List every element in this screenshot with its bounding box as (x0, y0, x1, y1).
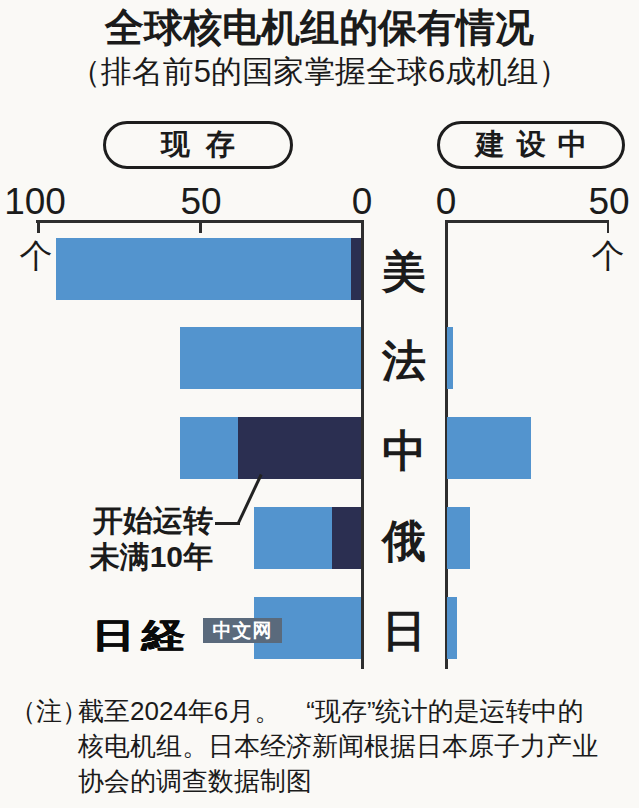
country-label-俄: 俄 (382, 512, 426, 571)
recent-segment-中 (238, 417, 361, 479)
chart-title: 全球核电机组的保有情况 (0, 1, 639, 55)
legend-existing-pill: 现存 (103, 121, 293, 169)
footnote-line1: 截至2024年6月。 “现存”统计的是运转中的 (78, 694, 630, 729)
axis-tick-label: 100 (4, 181, 66, 223)
nikkei-logo-suffix: 中文网 (203, 618, 282, 643)
recent-segment-美 (351, 238, 361, 300)
logo-suffix-text: 中文网 (213, 618, 273, 644)
axis-tick-label: 50 (180, 181, 221, 223)
right-axis-line (445, 220, 609, 223)
legend-construction-pill: 建设中 (437, 121, 625, 169)
nikkei-logo: 日経 (92, 613, 192, 659)
construction-bar-日 (447, 597, 457, 659)
country-label-法: 法 (382, 332, 426, 391)
recent-segment-俄 (332, 507, 361, 569)
axis-unit-label: 个 (592, 234, 625, 279)
existing-bar-俄 (254, 507, 361, 569)
legend-existing-label: 现存 (145, 125, 251, 165)
footnote-line3: 协会的调查数据制图 (78, 764, 630, 799)
chart-root: 全球核电机组的保有情况 （排名前5的国家掌握全球6成机组） 现存 建设中 100… (0, 0, 639, 808)
construction-bar-中 (447, 417, 531, 479)
country-label-日: 日 (382, 602, 426, 661)
footnote: （注） 截至2024年6月。 “现存”统计的是运转中的 核电机组。日本经济新闻根… (10, 694, 630, 799)
axis-tick-label: 0 (352, 181, 373, 223)
existing-bar-法 (180, 327, 361, 389)
existing-bar-美 (56, 238, 361, 300)
axis-tick-label: 50 (588, 181, 629, 223)
axis-unit-label: 个 (20, 234, 53, 279)
construction-bar-俄 (447, 507, 470, 569)
annotation-line2: 未满10年 (58, 539, 213, 575)
footnote-line2: 核电机组。日本经济新闻根据日本原子力产业 (78, 729, 630, 764)
country-label-美: 美 (382, 243, 426, 302)
annotation-label: 开始运转 未满10年 (58, 503, 213, 575)
chart-subtitle: （排名前5的国家掌握全球6成机组） (0, 51, 639, 93)
footnote-prefix: （注） (10, 694, 88, 729)
axis-tick-label: 0 (436, 181, 457, 223)
construction-bar-法 (447, 327, 453, 389)
annotation-line1: 开始运转 (58, 503, 213, 539)
country-label-中: 中 (382, 422, 426, 481)
existing-bar-中 (180, 417, 361, 479)
left-axis-zero-line (361, 220, 364, 669)
legend-construction-label: 建设中 (464, 125, 599, 165)
